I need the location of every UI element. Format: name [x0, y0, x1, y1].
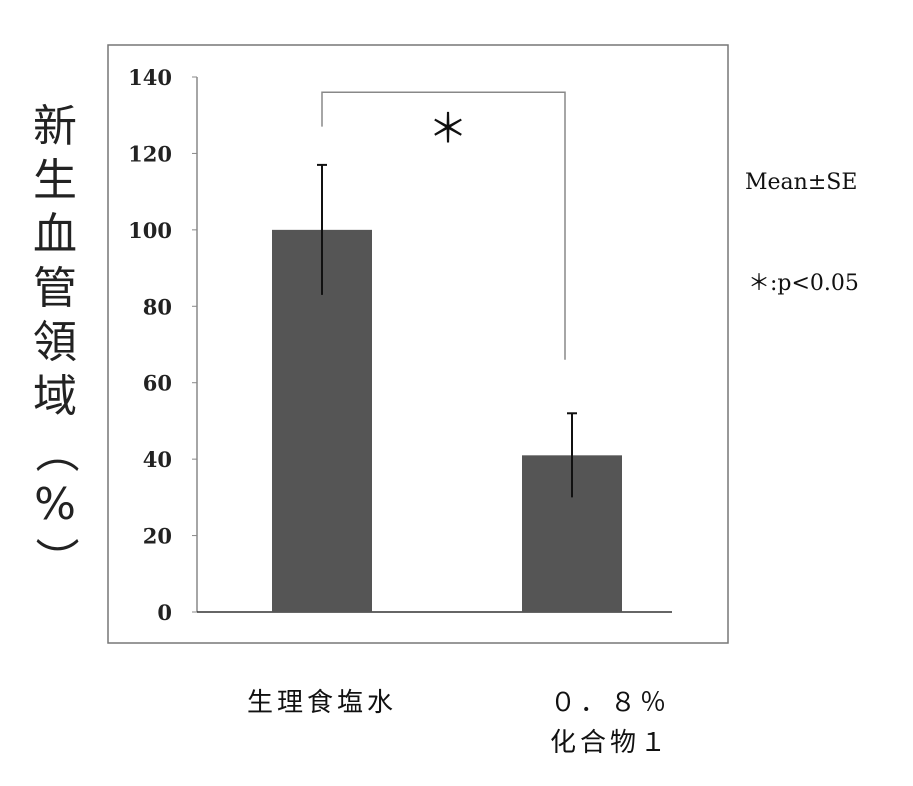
y-tick-label: 40 — [143, 447, 172, 472]
y-tick-label: 20 — [143, 524, 172, 549]
y-tick-label: 100 — [128, 218, 172, 243]
plot-frame — [108, 45, 728, 643]
y-tick-label: 80 — [143, 294, 172, 319]
y-axis-label: 新生血管領域（%） — [30, 100, 80, 586]
y-tick-label: 0 — [157, 600, 172, 625]
category-label-saline: 生理食塩水 — [222, 682, 422, 719]
category-label-compound-line2: 化合物１ — [510, 722, 710, 759]
y-tick-label: 120 — [128, 141, 172, 166]
category-label-compound-line1: ０．８％ — [510, 682, 710, 719]
significance-note: ＊:p<0.05 — [748, 265, 859, 297]
significance-marker: ＊ — [428, 106, 468, 152]
mean-se-note: Mean±SE — [745, 170, 857, 195]
y-tick-label: 60 — [143, 371, 172, 396]
y-tick-label: 140 — [128, 65, 172, 90]
